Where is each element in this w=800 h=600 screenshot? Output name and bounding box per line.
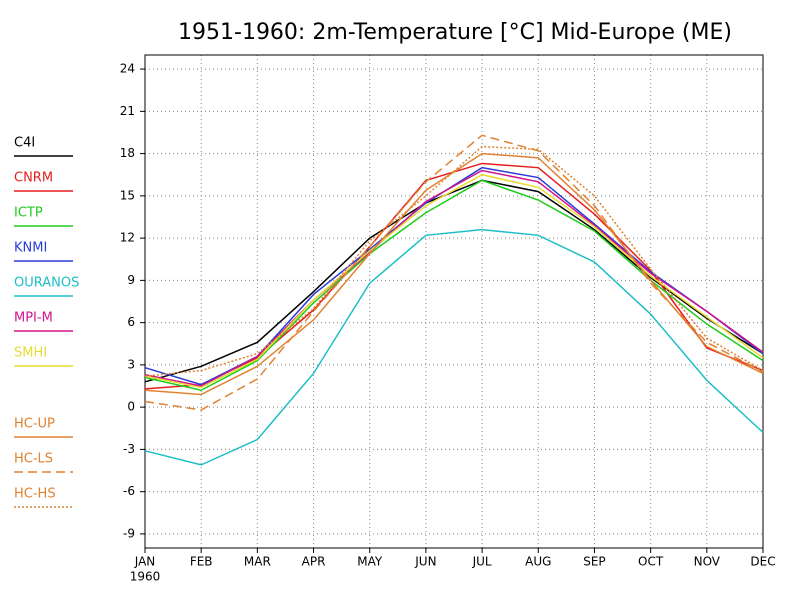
x-tick-label: JUN — [414, 555, 436, 569]
series-line — [144, 179, 764, 383]
legend-label: HC-HS — [14, 487, 56, 502]
y-tick-label: -3 — [123, 442, 135, 456]
x-tick-label: AUG — [525, 555, 551, 569]
x-tick-label: JAN — [134, 555, 156, 569]
series-line — [144, 228, 764, 466]
y-tick-label: 9 — [127, 273, 135, 287]
legend-label: KNMI — [14, 241, 47, 256]
x-tick-label: DEC — [750, 555, 775, 569]
series-line — [144, 179, 764, 392]
x-tick-label: FEB — [190, 555, 213, 569]
series-line — [144, 173, 764, 389]
y-tick-label: 3 — [127, 357, 135, 371]
legend-label: ICTP — [14, 206, 43, 221]
x-tick-label: JUL — [472, 555, 492, 569]
y-tick-label: -9 — [123, 526, 135, 540]
legend-label: HC-UP — [14, 417, 55, 432]
series-line — [144, 166, 764, 386]
x-tick-label: OCT — [638, 555, 664, 569]
y-tick-label: 18 — [120, 146, 135, 160]
x-tick-label: MAY — [357, 555, 383, 569]
y-tick-label: 0 — [127, 400, 135, 414]
x-sublabel: 1960 — [130, 570, 161, 584]
legend-label: C4I — [14, 136, 35, 151]
y-tick-label: 15 — [120, 188, 135, 202]
legend-label: MPI-M — [14, 311, 53, 326]
legend-label: SMHI — [14, 346, 47, 361]
x-tick-label: MAR — [244, 555, 271, 569]
plot-frame — [144, 54, 764, 549]
y-tick-label: 24 — [120, 62, 135, 76]
x-tick-label: APR — [302, 555, 326, 569]
chart-title: 1951-1960: 2m-Temperature [°C] Mid-Europ… — [178, 20, 732, 45]
y-tick-label: 6 — [127, 315, 135, 329]
series-line — [144, 169, 764, 387]
y-tick-label: -6 — [123, 484, 135, 498]
y-tick-label: 21 — [120, 104, 135, 118]
y-tick-label: 12 — [120, 231, 135, 245]
x-tick-label: NOV — [694, 555, 721, 569]
series-line — [144, 145, 764, 377]
x-tick-label: SEP — [583, 555, 605, 569]
legend-label: OURANOS — [14, 276, 79, 291]
legend-label: CNRM — [14, 171, 53, 186]
legend-label: HC-LS — [14, 452, 53, 467]
